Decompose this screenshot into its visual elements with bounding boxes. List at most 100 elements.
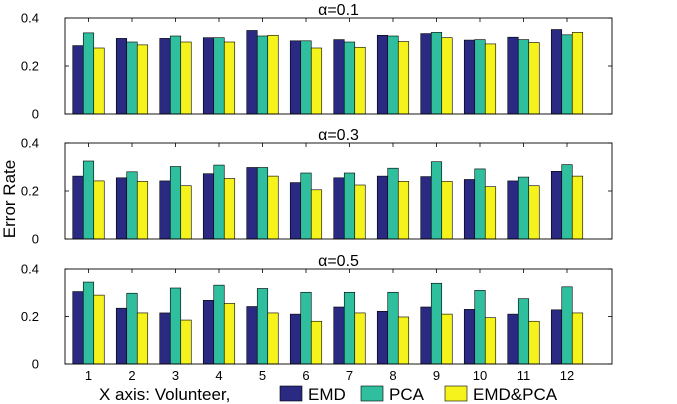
bar-emd-pca-4 bbox=[223, 178, 236, 240]
bar-pca-8 bbox=[387, 167, 399, 240]
bar-pca-7 bbox=[343, 291, 356, 365]
bar-emd-7 bbox=[333, 306, 345, 365]
bar-emd-12 bbox=[550, 29, 563, 115]
bar-emd-12 bbox=[550, 309, 563, 365]
bar-emd-pca-1 bbox=[93, 294, 105, 365]
legend-label: EMD&PCA bbox=[473, 385, 558, 404]
bar-pca-11 bbox=[517, 298, 530, 365]
bar-pca-1 bbox=[82, 281, 95, 365]
bar-pca-11 bbox=[517, 176, 530, 240]
bar-emd-5 bbox=[246, 306, 258, 365]
x-tick-label: 3 bbox=[172, 368, 179, 383]
legend-swatch bbox=[360, 385, 384, 402]
bar-emd-7 bbox=[333, 177, 345, 240]
panel-3: α=0.5 0 0.2 0.4 bbox=[21, 253, 613, 372]
bar-emd-pca-9 bbox=[441, 181, 453, 240]
bar-emd-10 bbox=[463, 39, 476, 115]
bar-emd-3 bbox=[159, 312, 171, 365]
bar-emd-pca-6 bbox=[310, 47, 323, 115]
bar-pca-2 bbox=[126, 171, 138, 240]
bar-emd-5 bbox=[246, 30, 258, 115]
bar-pca-12 bbox=[561, 34, 573, 115]
x-tick-label: 7 bbox=[346, 368, 353, 383]
bar-emd-8 bbox=[376, 310, 389, 365]
bar-emd-pca-5 bbox=[267, 312, 279, 365]
bar-emd-pca-5 bbox=[267, 175, 279, 240]
bar-emd-pca-10 bbox=[484, 317, 497, 365]
bar-emd-pca-12 bbox=[571, 175, 584, 240]
bar-emd-pca-11 bbox=[528, 320, 540, 365]
bar-emd-pca-8 bbox=[397, 316, 410, 365]
y-tick-label: 0.2 bbox=[21, 309, 39, 324]
bar-emd-pca-3 bbox=[180, 41, 192, 115]
bar-pca-8 bbox=[387, 35, 399, 115]
bar-emd-pca-8 bbox=[397, 181, 410, 240]
bar-pca-1 bbox=[82, 32, 95, 115]
bar-emd-pca-7 bbox=[354, 184, 366, 240]
y-tick-label: 0.2 bbox=[21, 59, 39, 74]
y-tick-label: 0 bbox=[32, 232, 39, 247]
panel-2: α=0.3 0 0.2 0.4 bbox=[21, 127, 613, 247]
y-tick-label: 0.4 bbox=[21, 136, 39, 151]
y-tick-label: 0 bbox=[32, 357, 39, 372]
bar-emd-pca-10 bbox=[484, 186, 497, 240]
bar-emd-6 bbox=[289, 40, 302, 115]
bar-emd-9 bbox=[420, 33, 432, 115]
bar-pca-10 bbox=[474, 290, 486, 365]
bar-pca-4 bbox=[213, 37, 225, 115]
bar-emd-7 bbox=[333, 39, 345, 115]
bar-emd-pca-3 bbox=[180, 185, 192, 240]
bar-emd-pca-2 bbox=[136, 312, 149, 365]
bar-pca-2 bbox=[126, 292, 138, 365]
bar-pca-2 bbox=[126, 41, 138, 115]
bar-emd-pca-8 bbox=[397, 41, 410, 115]
bar-emd-5 bbox=[246, 167, 258, 240]
bar-emd-pca-2 bbox=[136, 181, 149, 240]
y-tick-label: 0.4 bbox=[21, 11, 39, 26]
bar-emd-8 bbox=[376, 34, 389, 115]
bar-emd-11 bbox=[507, 180, 519, 240]
x-tick-label: 6 bbox=[302, 368, 309, 383]
axes-box bbox=[64, 268, 613, 365]
x-axis-label: X axis: Volunteer, bbox=[99, 385, 230, 404]
bar-emd-10 bbox=[463, 179, 476, 240]
bar-pca-9 bbox=[430, 161, 443, 240]
bar-emd-12 bbox=[550, 171, 563, 240]
legend-label: EMD bbox=[308, 385, 346, 404]
bar-emd-pca-2 bbox=[136, 44, 149, 115]
panel-1: α=0.1 0 0.2 0.4 bbox=[21, 2, 613, 122]
legend-swatch bbox=[279, 385, 303, 402]
x-tick-label: 12 bbox=[560, 368, 574, 383]
bar-emd-pca-1 bbox=[93, 180, 105, 240]
bar-emd-4 bbox=[202, 173, 215, 240]
x-tick-label: 9 bbox=[433, 368, 440, 383]
legend-swatch bbox=[444, 385, 468, 402]
bar-emd-3 bbox=[159, 180, 171, 240]
bar-pca-4 bbox=[213, 164, 225, 240]
bar-emd-pca-4 bbox=[223, 303, 236, 365]
bar-emd-pca-12 bbox=[571, 312, 584, 365]
bar-emd-pca-6 bbox=[310, 320, 323, 365]
panel-title: α=0.1 bbox=[318, 2, 359, 19]
bar-emd-2 bbox=[115, 177, 128, 240]
bar-emd-11 bbox=[507, 36, 519, 115]
x-tick-label: 10 bbox=[473, 368, 487, 383]
bar-pca-5 bbox=[256, 288, 269, 365]
bar-emd-pca-1 bbox=[93, 47, 105, 115]
bar-pca-9 bbox=[430, 32, 443, 115]
bar-pca-8 bbox=[387, 291, 399, 365]
bar-emd-1 bbox=[72, 175, 84, 240]
bar-emd-11 bbox=[507, 313, 519, 365]
bar-emd-6 bbox=[289, 182, 302, 240]
bar-pca-6 bbox=[300, 291, 312, 365]
y-tick-label: 0 bbox=[32, 107, 39, 122]
bar-emd-6 bbox=[289, 313, 302, 365]
panel-title: α=0.3 bbox=[318, 127, 359, 144]
bar-emd-pca-11 bbox=[528, 185, 540, 240]
bar-emd-pca-9 bbox=[441, 313, 453, 365]
x-tick-label: 4 bbox=[215, 368, 222, 383]
axes-box bbox=[64, 142, 613, 240]
bar-pca-1 bbox=[82, 160, 95, 240]
legend-label: PCA bbox=[389, 385, 425, 404]
